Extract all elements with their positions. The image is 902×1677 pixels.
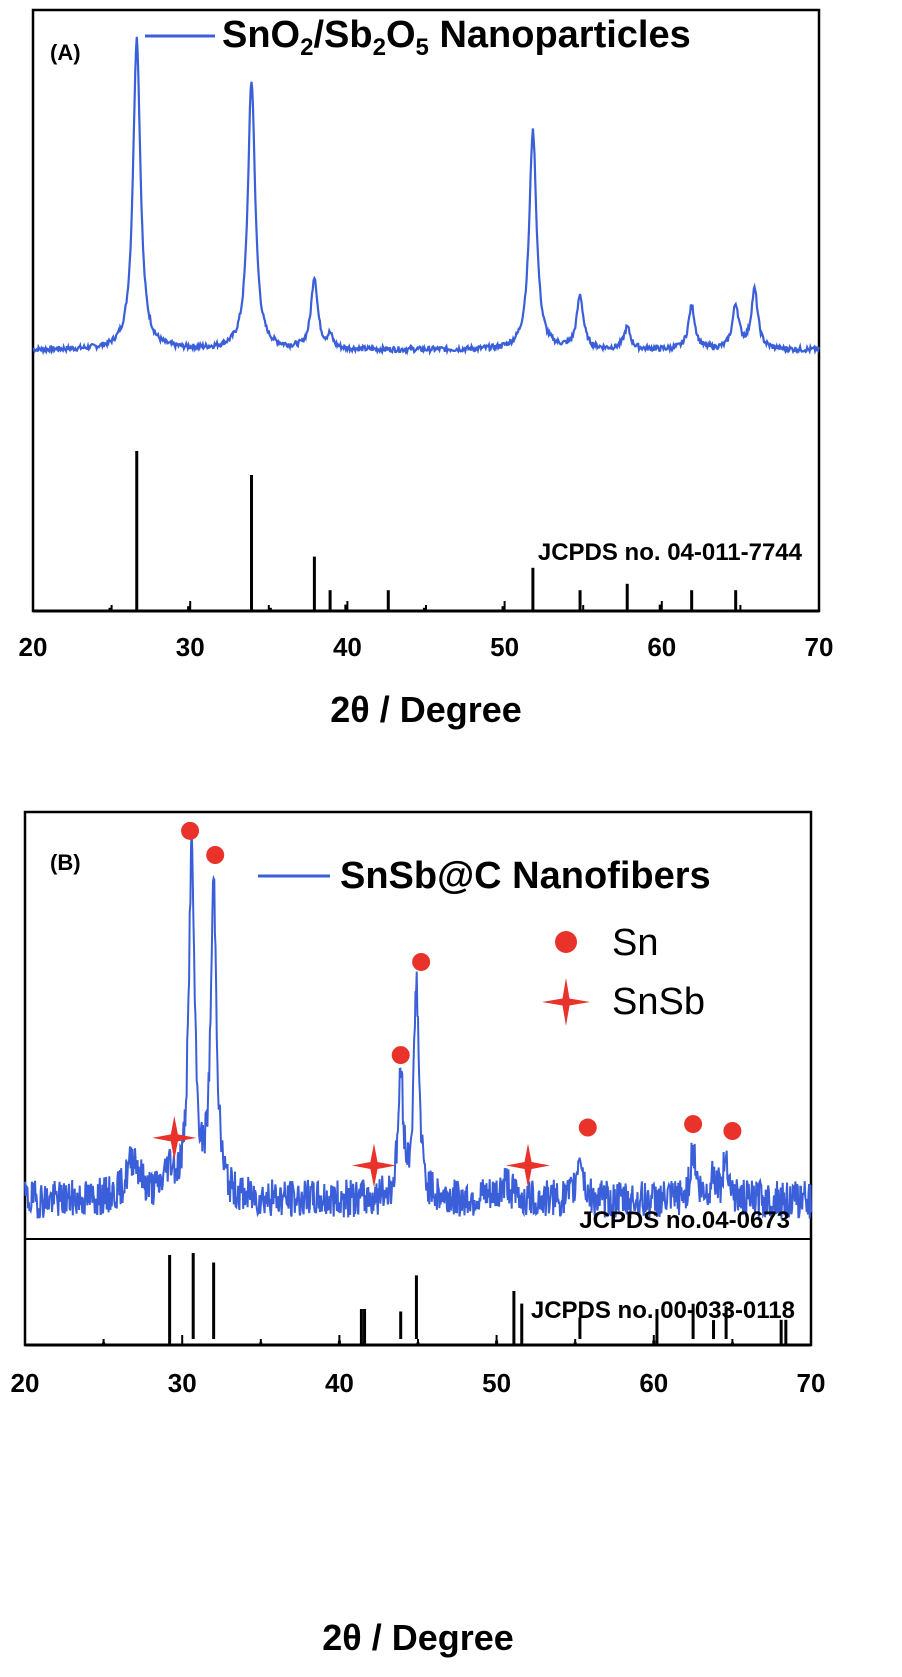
panel-b: (B) SnSb@C Nanofibers Sn SnSb JCPDS no.0… — [11, 810, 826, 1658]
panel-a-xrd-trace — [32, 36, 821, 356]
panel-b-reference-label-sn: JCPDS no.04-0673 — [579, 1207, 790, 1234]
panel-b-label: (B) — [50, 850, 81, 875]
panel-b-legend-sn-label: Sn — [612, 922, 658, 964]
panel-b-tick-label: 20 — [11, 1368, 40, 1398]
sn-peak-marker — [578, 1118, 597, 1137]
panel-a-frame — [31, 8, 821, 613]
panel-b-tick-label: 40 — [325, 1368, 354, 1398]
panel-b-tick-label: 50 — [482, 1368, 511, 1398]
sn-peak-marker — [206, 846, 225, 864]
panel-a: (A) SnO2/Sb2O5 Nanoparticles JCPDS no. 0… — [19, 8, 834, 730]
panel-a-tick-label: 20 — [19, 632, 48, 662]
panel-a-label: (A) — [50, 40, 81, 65]
panel-b-legend-circle-marker — [555, 931, 577, 953]
panel-a-reference-label: JCPDS no. 04-011-7744 — [538, 539, 803, 566]
panel-b-x-ticks: 20 30 40 50 60 70 — [11, 1335, 826, 1398]
snsb-peak-marker — [152, 1115, 197, 1160]
panel-a-tick-label: 30 — [176, 632, 205, 662]
sn-peak-marker — [723, 1122, 742, 1140]
panel-b-peak-markers — [152, 821, 742, 1188]
panel-b-reference-lines-sn — [191, 1253, 728, 1339]
panel-b-xrd-trace — [24, 829, 812, 1219]
panel-a-legend-label: SnO2/Sb2O5 Nanoparticles — [222, 14, 691, 61]
panel-a-x-ticks: 20 30 40 50 60 70 — [19, 601, 834, 662]
sn-peak-marker — [391, 1046, 410, 1065]
sn-peak-marker — [684, 1115, 703, 1134]
panel-a-tick-label: 70 — [805, 632, 834, 662]
sn-peak-marker — [181, 821, 200, 840]
snsb-peak-marker — [352, 1143, 396, 1188]
panel-b-legend-label: SnSb@C Nanofibers — [340, 855, 711, 897]
sn-peak-marker — [412, 952, 431, 971]
panel-a-reference-lines — [108, 451, 738, 611]
panel-a-tick-label: 60 — [647, 632, 676, 662]
panel-b-legend-snsb-label: SnSb — [612, 981, 705, 1023]
panel-b-x-axis-title: 2θ / Degree — [322, 1617, 514, 1658]
panel-b-legend-star-marker — [542, 978, 590, 1026]
snsb-peak-marker — [506, 1143, 550, 1188]
panel-b-tick-label: 30 — [168, 1368, 197, 1398]
panel-a-tick-label: 40 — [333, 632, 362, 662]
panel-b-tick-label: 60 — [639, 1368, 668, 1398]
panel-a-x-axis-title: 2θ / Degree — [330, 689, 522, 730]
panel-b-tick-label: 70 — [797, 1368, 826, 1398]
panel-b-reference-label-snsb: JCPDS no. 00-033-0118 — [531, 1297, 795, 1324]
panel-a-tick-label: 50 — [490, 632, 519, 662]
